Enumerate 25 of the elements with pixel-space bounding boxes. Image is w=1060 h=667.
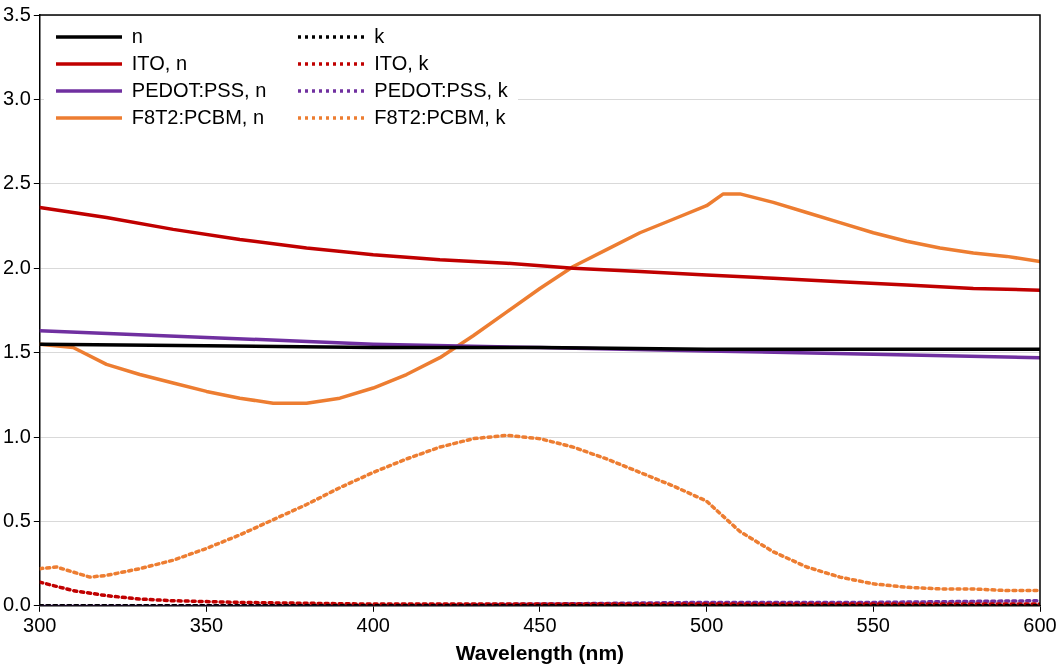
y-tick-label: 1.0 bbox=[2, 424, 31, 447]
y-tick-label: 1.5 bbox=[2, 340, 31, 363]
legend-label: ITO, k bbox=[374, 52, 429, 75]
y-tick-label: 2.5 bbox=[2, 171, 31, 194]
legend-label: PEDOT:PSS, k bbox=[374, 79, 508, 102]
legend-label: k bbox=[374, 25, 385, 48]
line-series bbox=[39, 433, 1040, 593]
x-tick-label: 400 bbox=[356, 614, 390, 637]
legend-label: ITO, n bbox=[131, 52, 188, 75]
x-tick-label: 450 bbox=[523, 614, 557, 637]
y-tick-label: 3.5 bbox=[2, 2, 31, 25]
x-axis-title: Wavelength (nm) bbox=[455, 641, 625, 665]
y-tick-label: 3.0 bbox=[2, 86, 31, 109]
legend-label: F8T2:PCBM, k bbox=[374, 106, 506, 129]
x-tick-label: 350 bbox=[189, 614, 224, 637]
x-tick-label: 300 bbox=[23, 614, 57, 637]
legend-label: n bbox=[131, 25, 143, 48]
x-tick-label: 550 bbox=[856, 614, 890, 637]
y-tick-label: 0.0 bbox=[2, 593, 31, 616]
y-tick-label: 0.5 bbox=[2, 508, 31, 531]
legend-label: F8T2:PCBM, n bbox=[131, 106, 265, 129]
x-tick-label: 500 bbox=[689, 614, 724, 637]
x-tick-label: 600 bbox=[1023, 614, 1057, 637]
y-tick-label: 2.0 bbox=[2, 255, 31, 278]
legend-label: PEDOT:PSS, n bbox=[131, 79, 267, 102]
